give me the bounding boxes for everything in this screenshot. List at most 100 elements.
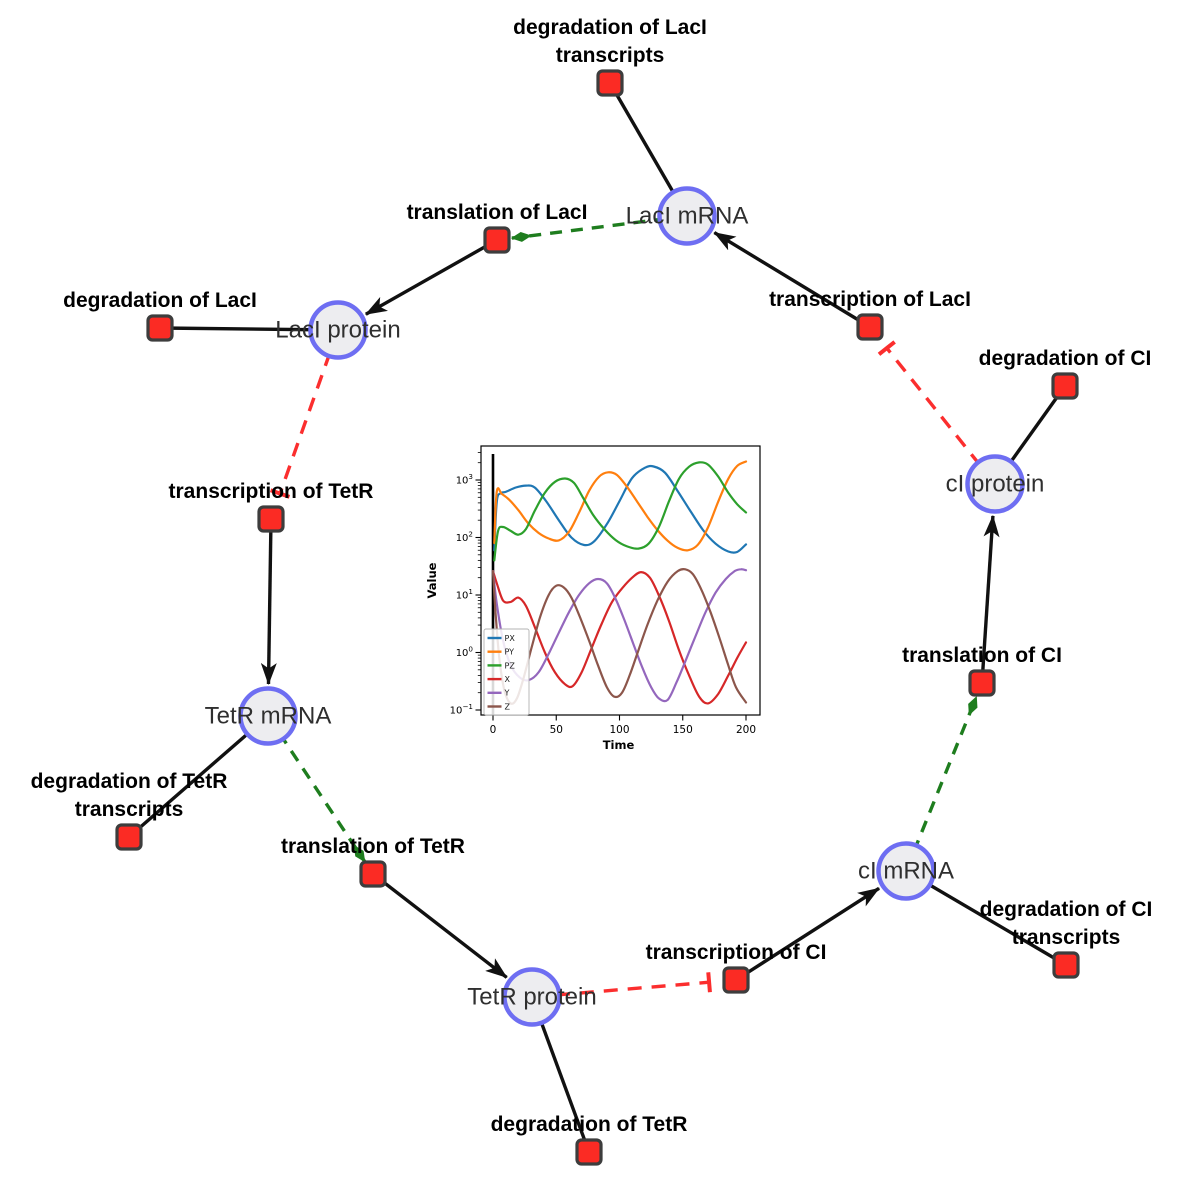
edge-txn_lacI-lacI_mRNA xyxy=(713,231,871,329)
reaction-square[interactable] xyxy=(483,226,511,254)
y-tick-label: 103 xyxy=(456,472,473,487)
legend-label: PX xyxy=(505,634,516,643)
reaction-node-deg_lacI[interactable] xyxy=(146,314,174,342)
reaction-node-deg_cI_tr[interactable] xyxy=(1052,951,1080,979)
x-tick-label: 150 xyxy=(673,724,693,736)
reaction-square[interactable] xyxy=(968,669,996,697)
species-label-lacI_protein: LacI protein xyxy=(275,317,400,344)
y-tick-label: 102 xyxy=(456,530,473,545)
reaction-node-txn_cI[interactable] xyxy=(722,966,750,994)
series-line-PY xyxy=(493,460,748,552)
reaction-label-txn_tetR: transcription of TetR xyxy=(169,480,374,503)
species-circle[interactable] xyxy=(502,967,562,1027)
species-label-tetR_protein: TetR protein xyxy=(467,984,596,1011)
y-tick-label: 101 xyxy=(456,587,473,602)
reaction-node-deg_tetR_tr[interactable] xyxy=(115,823,143,851)
species-node-tetR_protein[interactable] xyxy=(502,967,562,1027)
reaction-label-tln_lacI: translation of LacI xyxy=(407,201,588,224)
edge-tetR_mRNA-deg_tetR_tr xyxy=(127,714,270,839)
legend-entry-PX: PX xyxy=(487,634,516,643)
species-circle[interactable] xyxy=(238,686,298,746)
x-tick-label: 0 xyxy=(490,724,497,736)
edge-tln_tetR-tetR_protein xyxy=(371,872,508,979)
reaction-label-deg_tetR_tr: degradation of TetR transcripts xyxy=(31,770,228,821)
reaction-label-deg_cI_tr: degradation of CI transcripts xyxy=(980,898,1153,949)
reaction-square[interactable] xyxy=(1051,372,1079,400)
y-tick-label: 10−1 xyxy=(450,702,473,717)
reaction-square[interactable] xyxy=(115,823,143,851)
species-circle[interactable] xyxy=(965,454,1025,514)
reaction-square[interactable] xyxy=(575,1138,603,1166)
edge-txn_tetR-tetR_mRNA xyxy=(260,518,277,686)
edge-tln_cI-cI_protein xyxy=(980,514,1000,684)
species-circle[interactable] xyxy=(308,300,368,360)
reaction-node-txn_lacI[interactable] xyxy=(856,313,884,341)
edge-cI_mRNA-tln_cI xyxy=(904,695,978,872)
reaction-node-deg_tetR[interactable] xyxy=(575,1138,603,1166)
legend-entry-Z: Z xyxy=(487,702,511,711)
series-line-X xyxy=(491,570,748,705)
reaction-node-deg_cI[interactable] xyxy=(1051,372,1079,400)
reaction-label-txn_cI: transcription of CI xyxy=(646,941,827,964)
series-line-Y xyxy=(491,568,748,703)
reaction-label-txn_lacI: transcription of LacI xyxy=(769,288,971,311)
reaction-square[interactable] xyxy=(359,860,387,888)
reaction-label-tln_cI: translation of CI xyxy=(902,644,1062,667)
reaction-square[interactable] xyxy=(1052,951,1080,979)
edge-tln_lacI-lacI_protein xyxy=(364,238,498,316)
legend-entry-Y: Y xyxy=(487,689,510,698)
y-axis-title: Value xyxy=(425,562,439,598)
reaction-square[interactable] xyxy=(257,505,285,533)
series-line-PZ xyxy=(493,461,748,562)
species-circle[interactable] xyxy=(876,841,936,901)
reaction-node-tln_tetR[interactable] xyxy=(359,860,387,888)
species-label-tetR_mRNA: TetR mRNA xyxy=(205,703,332,730)
reaction-node-txn_tetR[interactable] xyxy=(257,505,285,533)
x-axis-title: Time xyxy=(603,738,635,752)
legend-label: PZ xyxy=(505,661,516,670)
reaction-node-tln_cI[interactable] xyxy=(968,669,996,697)
reaction-label-deg_lacI: degradation of LacI xyxy=(63,289,257,312)
species-label-cI_protein: cI protein xyxy=(946,471,1045,498)
species-node-cI_protein[interactable] xyxy=(965,454,1025,514)
series-line-Z xyxy=(491,567,748,705)
reaction-square[interactable] xyxy=(856,313,884,341)
reaction-label-tln_tetR: translation of TetR xyxy=(281,835,465,858)
nodes-layer xyxy=(115,69,1080,1166)
legend-entry-X: X xyxy=(487,675,511,684)
species-label-cI_mRNA: cI mRNA xyxy=(858,858,954,885)
species-circle[interactable] xyxy=(657,186,717,246)
species-node-lacI_mRNA[interactable] xyxy=(657,186,717,246)
reaction-node-tln_lacI[interactable] xyxy=(483,226,511,254)
reaction-label-deg_lacI_tr: degradation of LacI transcripts xyxy=(513,16,707,67)
y-tick-label: 100 xyxy=(456,645,474,660)
edge-txn_cI-cI_mRNA xyxy=(735,886,880,982)
reaction-square[interactable] xyxy=(146,314,174,342)
species-label-lacI_mRNA: LacI mRNA xyxy=(626,203,749,230)
x-tick-label: 100 xyxy=(609,724,629,736)
labels-layer: LacI mRNA LacI protein TetR mRNA TetR prote… xyxy=(31,16,1153,1136)
x-tick-label: 50 xyxy=(550,724,563,736)
legend-entry-PY: PY xyxy=(487,648,515,657)
species-node-cI_mRNA[interactable] xyxy=(876,841,936,901)
reaction-square[interactable] xyxy=(722,966,750,994)
species-node-tetR_mRNA[interactable] xyxy=(238,686,298,746)
species-node-lacI_protein[interactable] xyxy=(308,300,368,360)
legend-label: Z xyxy=(505,702,511,711)
edge-cI_mRNA-deg_cI_tr xyxy=(905,869,1067,967)
legend-label: PY xyxy=(505,648,515,657)
x-tick-label: 200 xyxy=(736,724,756,736)
chart-series xyxy=(491,460,748,705)
chart-axes: 103 102 101 100 10−1 0 50 100 150 200 Time Value xyxy=(425,445,761,752)
reaction-square[interactable] xyxy=(596,69,624,97)
series-line-PX xyxy=(493,464,748,554)
reaction-node-deg_lacI_tr[interactable] xyxy=(596,69,624,97)
reaction-label-deg_tetR: degradation of TetR xyxy=(491,1113,688,1136)
legend-label: X xyxy=(505,675,511,684)
legend-label: Y xyxy=(504,689,510,698)
chart-legend: PX PY PZ XYZ xyxy=(483,628,530,716)
reaction-label-deg_cI: degradation of CI xyxy=(979,347,1152,370)
